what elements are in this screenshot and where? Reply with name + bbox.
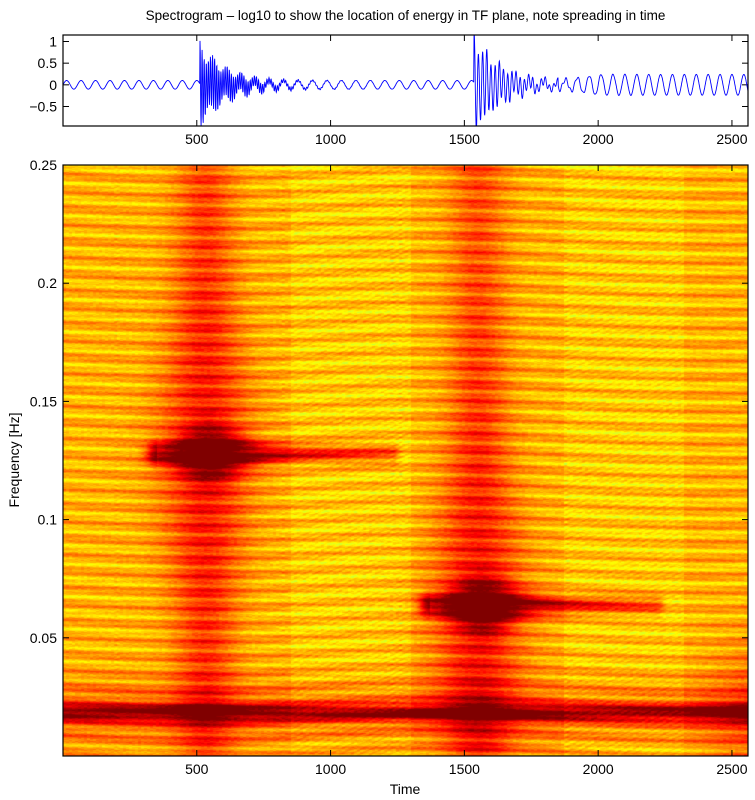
spectrogram-frame bbox=[62, 164, 749, 757]
spectrogram-axes: 500 1000 1500 2000 2500 0.05 0.1 0.15 0.2 0.25 bbox=[30, 157, 749, 777]
spectrogram-heatmap bbox=[63, 165, 748, 756]
signal-axes: 500 1000 1500 2000 2500 1 0.5 0 −0.5 bbox=[29, 34, 749, 147]
spectrogram-y-tick-label: 0.2 bbox=[38, 275, 58, 291]
signal-y-tick-label: −0.5 bbox=[29, 99, 57, 115]
signal-line bbox=[63, 35, 748, 126]
chart-title: Spectrogram – log10 to show the location… bbox=[145, 8, 666, 23]
spectrogram-y-tick-label: 0.15 bbox=[30, 393, 57, 409]
signal-frame bbox=[62, 34, 749, 127]
spectrogram-x-tick-label: 2000 bbox=[583, 761, 614, 777]
signal-x-tick-label: 1000 bbox=[315, 131, 346, 147]
spectrogram-x-tick-label: 1500 bbox=[449, 761, 480, 777]
spectrogram-x-tick-label: 1000 bbox=[315, 761, 346, 777]
spectrogram-x-tick-label: 500 bbox=[185, 761, 209, 777]
y-axis-label: Frequency [Hz] bbox=[6, 413, 22, 508]
signal-x-tick-label: 2000 bbox=[583, 131, 614, 147]
spectrogram-y-tick-label: 0.1 bbox=[38, 512, 58, 528]
signal-y-tick-label: 0.5 bbox=[38, 55, 58, 71]
signal-x-tick-label: 500 bbox=[185, 131, 209, 147]
spectrogram-x-tick-label: 2500 bbox=[716, 761, 747, 777]
signal-y-tick-label: 1 bbox=[49, 34, 57, 50]
spectrogram-y-tick-label: 0.25 bbox=[30, 157, 57, 173]
x-axis-label: Time bbox=[390, 781, 421, 797]
signal-x-tick-label: 1500 bbox=[449, 131, 480, 147]
signal-x-tick-label: 2500 bbox=[716, 131, 747, 147]
spectrogram-y-tick-label: 0.05 bbox=[30, 630, 57, 646]
signal-y-tick-label: 0 bbox=[49, 77, 57, 93]
